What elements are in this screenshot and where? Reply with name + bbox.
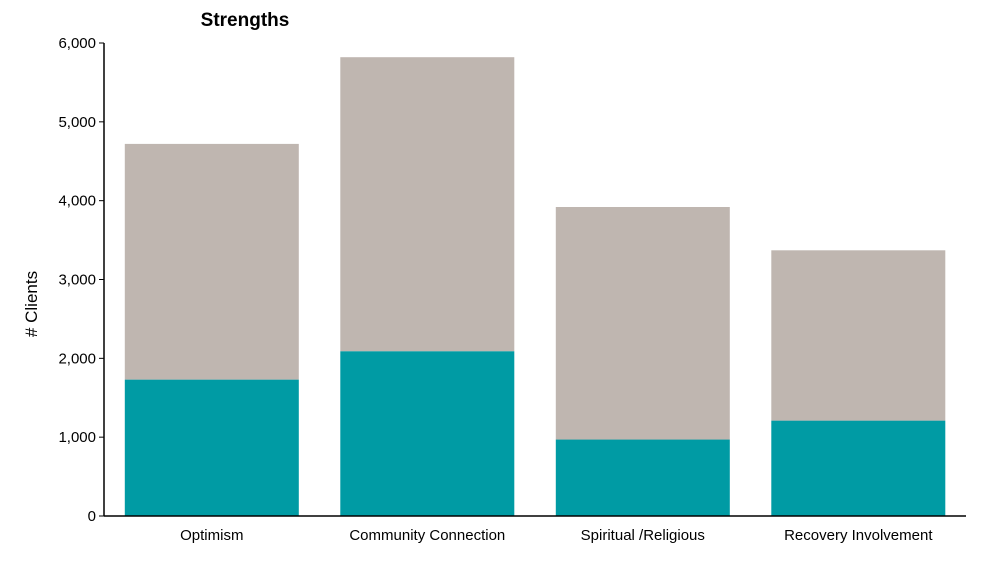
x-category-label: Community Connection: [349, 527, 505, 544]
x-category-label: Recovery Involvement: [784, 527, 933, 544]
bar-segment-2-3: [555, 207, 730, 440]
bar-segment-2-4: [771, 250, 946, 421]
y-tick-label: 2,000: [58, 350, 96, 367]
bar-segment-1-4: [771, 420, 946, 516]
x-axis-labels: Optimism Community Connection Spiritual /R…: [180, 527, 933, 544]
bar-segment-1-3: [555, 439, 730, 516]
bar-segment-1-2: [340, 351, 515, 516]
bar-segment-2-1: [124, 143, 299, 380]
bar-segment-2-2: [340, 57, 515, 352]
y-tick-label: 6,000: [58, 35, 96, 52]
x-category-label: Spiritual /Religious: [581, 527, 705, 544]
y-tick-label: 1,000: [58, 429, 96, 446]
y-tick-label: 3,000: [58, 272, 96, 289]
y-tick-label: 4,000: [58, 193, 96, 210]
y-axis-title: # Clients: [22, 271, 41, 337]
y-tick-label: 5,000: [58, 114, 96, 131]
y-axis-ticks: 0 1,000 2,000 3,000 4,000 5,000 6,000: [58, 35, 104, 525]
chart-title: Strengths: [201, 10, 290, 31]
x-category-label: Optimism: [180, 527, 243, 544]
bar-segment-1-1: [124, 379, 299, 516]
y-tick-label: 0: [88, 508, 96, 525]
bars-layer: [124, 57, 946, 516]
